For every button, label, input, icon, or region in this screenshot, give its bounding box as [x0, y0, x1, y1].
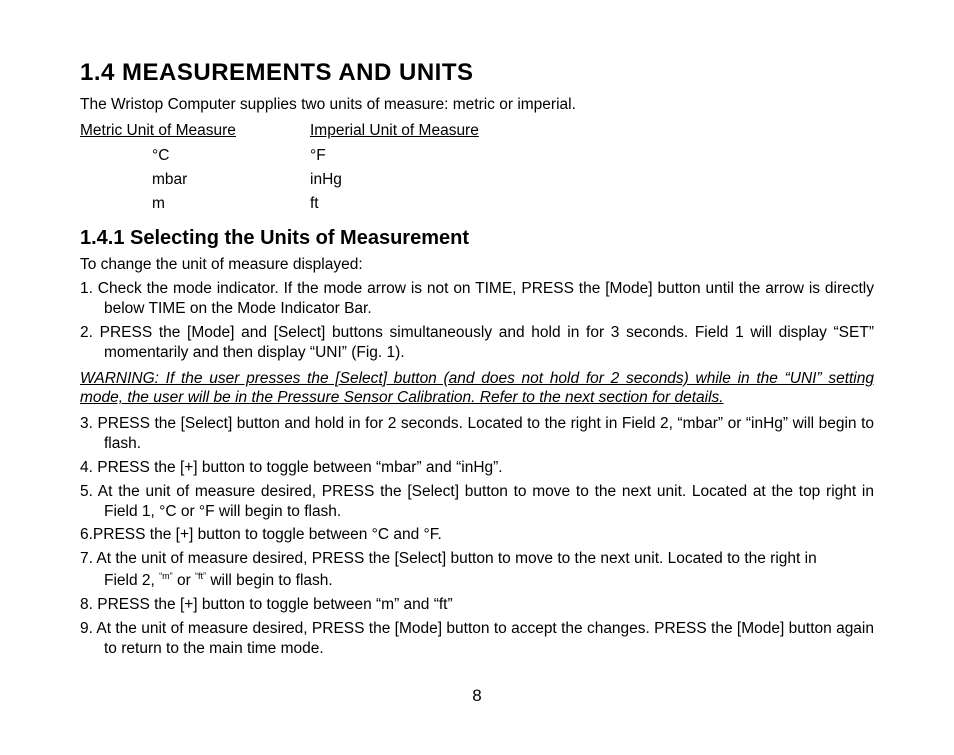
list-item: 8. PRESS the [+] button to toggle betwee… [80, 595, 874, 615]
page-number: 8 [80, 685, 874, 707]
table-row: m [80, 192, 310, 216]
list-item: 7. At the unit of measure desired, PRESS… [80, 549, 874, 569]
lead-text: To change the unit of measure displayed: [80, 255, 874, 275]
subsection-heading: 1.4.1 Selecting the Units of Measurement [80, 226, 874, 252]
table-row: mbar [80, 168, 310, 192]
list-item: 6.PRESS the [+] button to toggle between… [80, 525, 874, 545]
text: or [173, 572, 195, 589]
warning-text: WARNING: If the user presses the [Select… [80, 369, 874, 409]
list-item: 3. PRESS the [Select] button and hold in… [80, 414, 874, 454]
text: will begin to flash. [206, 572, 333, 589]
col-header-imperial: Imperial Unit of Measure [310, 121, 540, 145]
list-item: 4. PRESS the [+] button to toggle betwee… [80, 458, 874, 478]
list-item-continuation: Field 2, “m” or “ft” will begin to flash… [80, 571, 874, 591]
units-table: Metric Unit of Measure Imperial Unit of … [80, 121, 874, 216]
list-item: 9. At the unit of measure desired, PRESS… [80, 619, 874, 659]
list-item: 1. Check the mode indicator. If the mode… [80, 279, 874, 319]
table-row: °C [80, 144, 310, 168]
table-row: ft [310, 192, 540, 216]
sup-ft: “ft” [195, 571, 206, 581]
sup-m: “m” [159, 571, 173, 581]
list-item: 2. PRESS the [Mode] and [Select] buttons… [80, 323, 874, 363]
text: Field 2, [104, 572, 159, 589]
list-item: 5. At the unit of measure desired, PRESS… [80, 482, 874, 522]
intro-text: The Wristop Computer supplies two units … [80, 95, 874, 115]
manual-page: 1.4 MEASUREMENTS AND UNITS The Wristop C… [0, 0, 954, 736]
table-row: °F [310, 144, 540, 168]
section-heading: 1.4 MEASUREMENTS AND UNITS [80, 58, 874, 89]
table-row: inHg [310, 168, 540, 192]
col-header-metric: Metric Unit of Measure [80, 121, 310, 145]
